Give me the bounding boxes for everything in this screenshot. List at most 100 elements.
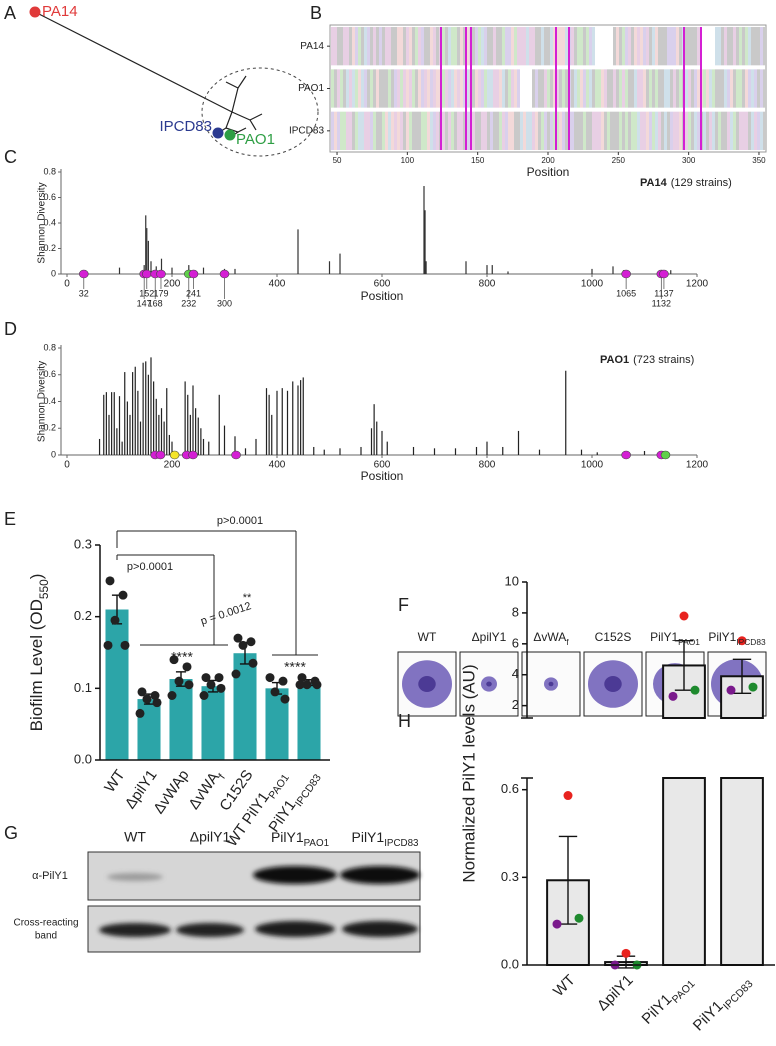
alignment-cell <box>367 69 370 108</box>
alignment-cell <box>493 27 496 66</box>
alignment-cell <box>613 111 616 150</box>
alignment-cell <box>484 69 487 108</box>
bar <box>370 428 373 455</box>
x-tick-label: 200 <box>164 279 181 290</box>
alignment-cell <box>751 27 754 66</box>
data-point <box>118 590 128 600</box>
bar <box>475 446 478 455</box>
alignment-cell <box>574 27 577 66</box>
alignment-cell <box>559 111 562 150</box>
alignment-cell <box>445 111 448 150</box>
x-tick-label: ΔpilY1 <box>594 972 637 1015</box>
alignment-cell <box>481 69 484 108</box>
alignment-cell <box>586 111 589 150</box>
bar <box>208 441 210 455</box>
x-tick-label: 250 <box>612 156 626 165</box>
row-label: PA14 <box>300 41 324 52</box>
x-tick-label-part: IPCD83 <box>293 772 324 809</box>
alignment-cell <box>370 69 373 108</box>
x-tick-label: 200 <box>541 156 555 165</box>
bar <box>386 441 388 455</box>
alignment-cell <box>667 69 670 108</box>
data-point <box>110 615 120 625</box>
alignment-cell <box>667 111 670 150</box>
alignment-cell <box>742 111 745 150</box>
image-label: ΔvWAf <box>533 630 569 647</box>
alignment-cell <box>580 27 583 66</box>
alignment-cell <box>565 111 568 150</box>
alignment-cell <box>478 111 481 150</box>
alignment-cell <box>592 69 595 108</box>
bar <box>105 609 129 760</box>
alignment-cell <box>631 27 634 66</box>
alignment-cell <box>688 27 691 66</box>
alignment-cell <box>511 69 514 108</box>
alignment-cell <box>721 111 724 150</box>
alignment-cell <box>712 69 715 108</box>
alignment-cell <box>484 27 487 66</box>
bar <box>323 449 325 455</box>
x-tick-label: 400 <box>269 279 286 290</box>
data-point <box>621 948 631 958</box>
alignment-cell <box>724 69 727 108</box>
x-axis-label: Position <box>361 289 404 303</box>
alignment-cell <box>349 69 352 108</box>
marker-label: 32 <box>79 288 89 298</box>
x-tick-label: PilY1PAO1 <box>639 972 698 1031</box>
image-label-part: f <box>566 637 569 647</box>
data-point <box>574 913 584 923</box>
row-label: PAO1 <box>298 83 324 94</box>
leaf-dot <box>29 6 41 18</box>
alignment-cell <box>559 27 562 66</box>
data-point <box>152 698 162 708</box>
alignment-cell <box>673 27 676 66</box>
site-marker <box>169 450 180 460</box>
bar <box>163 421 165 455</box>
image-label: ΔpilY1 <box>472 630 507 644</box>
alignment-cell <box>709 69 712 108</box>
data-point <box>182 662 192 672</box>
bar <box>197 417 199 455</box>
alignment-cell <box>403 69 406 108</box>
alignment-cell <box>367 111 370 150</box>
annotation: p = 0.0012 <box>199 600 252 628</box>
data-point <box>278 676 288 686</box>
alignment-cell <box>424 111 427 150</box>
blot-row-label: band <box>35 931 57 942</box>
alignment-cell <box>658 69 661 108</box>
bar <box>271 414 273 455</box>
y-tick-label: 0 <box>51 449 56 459</box>
y-tick-label: 0.1 <box>74 680 92 695</box>
alignment-cell <box>358 27 361 66</box>
alignment-cell <box>619 69 622 108</box>
data-point <box>231 669 241 679</box>
alignment-cell <box>763 27 766 66</box>
alignment-cell <box>337 27 340 66</box>
alignment-cell <box>517 27 520 66</box>
marker-label: 1065 <box>616 288 636 298</box>
alignment-cell <box>718 27 721 66</box>
alignment-cell <box>475 69 478 108</box>
tree-branches <box>34 11 263 137</box>
alignment-cell <box>451 111 454 150</box>
bar <box>218 394 220 455</box>
x-tick-label: 600 <box>374 460 391 471</box>
alignment-cell <box>691 111 694 150</box>
bar <box>142 362 144 455</box>
alignment-cell <box>406 111 409 150</box>
alignment-cell <box>655 111 658 150</box>
biofilm-center <box>486 681 492 687</box>
alignment-cell <box>403 111 406 150</box>
alignment-cell <box>556 27 559 66</box>
alignment-cell <box>754 27 757 66</box>
bar <box>160 258 163 274</box>
bar <box>302 377 304 455</box>
data-point <box>297 673 307 683</box>
alignment-cell <box>610 111 613 150</box>
biofilm-images <box>397 651 767 717</box>
alignment-cell <box>541 111 544 150</box>
alignment-cell <box>574 69 577 108</box>
alignment-cell <box>622 111 625 150</box>
alignment-cell <box>730 111 733 150</box>
